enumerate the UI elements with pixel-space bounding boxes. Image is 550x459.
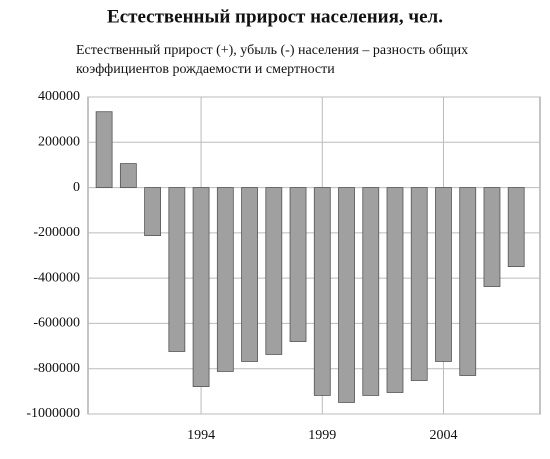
bar xyxy=(216,187,234,372)
bar xyxy=(95,111,113,188)
y-tick-label: -600000 xyxy=(33,316,80,331)
x-tick-label: 1994 xyxy=(187,428,215,443)
bar xyxy=(459,187,477,376)
chart-title: Естественный прирост населения, чел. xyxy=(107,6,443,27)
y-tick-label: -400000 xyxy=(33,270,80,285)
bar xyxy=(168,187,186,352)
bar xyxy=(119,163,137,188)
y-tick-label: -800000 xyxy=(33,361,80,376)
bar xyxy=(338,187,355,403)
x-tick-label: 2004 xyxy=(429,428,457,443)
y-tick-label: 0 xyxy=(73,180,80,195)
bar xyxy=(362,187,380,396)
bar xyxy=(265,187,283,355)
bar xyxy=(241,187,258,362)
y-tick-label: -200000 xyxy=(33,225,80,240)
bar xyxy=(144,187,162,236)
bar xyxy=(435,187,452,362)
y-tick-label: 200000 xyxy=(38,135,80,150)
bar xyxy=(313,187,331,396)
y-tick-label: 400000 xyxy=(38,89,80,104)
bar xyxy=(289,187,307,342)
bar xyxy=(410,187,428,381)
y-tick-label: -1000000 xyxy=(26,406,80,421)
bar xyxy=(386,187,404,393)
bar xyxy=(192,187,210,388)
bar xyxy=(483,187,501,287)
subtitle: коэффициентов рождаемости и смертности xyxy=(76,62,335,77)
bar xyxy=(507,187,525,267)
x-tick-label: 1999 xyxy=(308,428,336,443)
subtitle: Естественный прирост (+), убыль (-) насе… xyxy=(76,43,468,58)
